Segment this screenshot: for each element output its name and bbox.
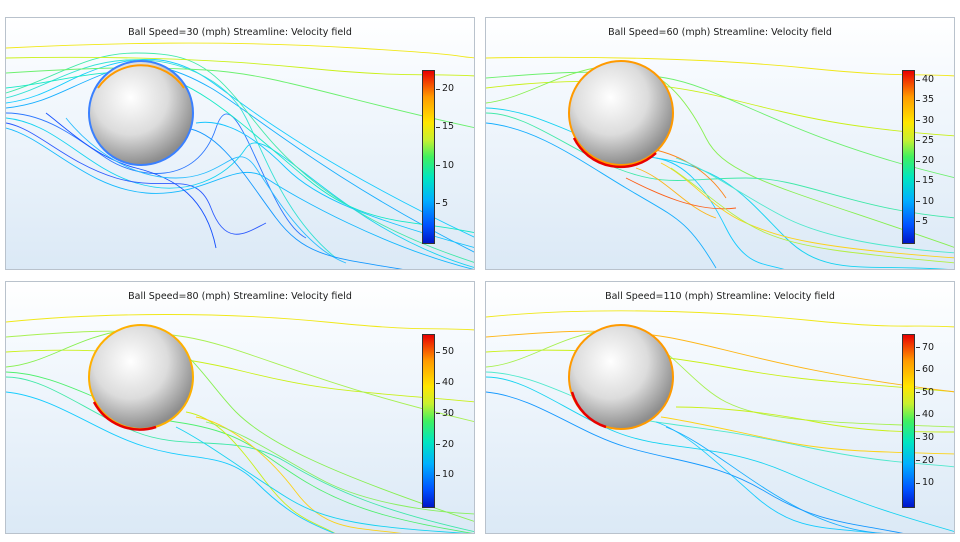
streamline-plot — [6, 314, 474, 533]
streamline-plot — [486, 56, 954, 269]
panel-title: Ball Speed=110 (mph) Streamline: Velocit… — [605, 291, 835, 302]
colorbar-tick-label: 70 — [915, 341, 935, 353]
colorbar-tick-label: 30 — [435, 407, 455, 419]
colorbar-tick-label: 50 — [435, 346, 455, 358]
plot-panel-30mph: Ball Speed=30 (mph) Streamline: Velocity… — [5, 17, 475, 270]
panel-title: Ball Speed=30 (mph) Streamline: Velocity… — [128, 27, 352, 38]
colorbar-tick-label: 10 — [435, 469, 455, 481]
colorbar-tick-label: 15 — [435, 121, 455, 133]
plot-panel-80mph: Ball Speed=80 (mph) Streamline: Velocity… — [5, 281, 475, 534]
colorbar-tick-label: 15 — [915, 175, 935, 187]
colorbar-tick-label: 30 — [915, 432, 935, 444]
colorbar-tick-label: 60 — [915, 364, 935, 376]
golf-ball — [568, 60, 674, 166]
golf-ball — [88, 60, 194, 166]
colorbar-tick-label: 5 — [915, 215, 929, 227]
colorbar-tick-label: 20 — [435, 83, 455, 95]
colorbar — [902, 70, 915, 244]
streamline-plot — [6, 42, 474, 269]
colorbar — [422, 334, 435, 508]
colorbar-tick-label: 40 — [915, 74, 935, 86]
streamline-plot — [486, 310, 954, 533]
colorbar-tick-label: 25 — [915, 134, 935, 146]
golf-ball — [568, 324, 674, 430]
colorbar-tick-label: 20 — [435, 438, 455, 450]
plot-panel-60mph: Ball Speed=60 (mph) Streamline: Velocity… — [485, 17, 955, 270]
colorbar-tick-label: 40 — [435, 377, 455, 389]
colorbar-tick-label: 40 — [915, 409, 935, 421]
colorbar — [902, 334, 915, 508]
colorbar-tick-label: 10 — [435, 159, 455, 171]
colorbar-tick-label: 20 — [915, 155, 935, 167]
colorbar — [422, 70, 435, 244]
colorbar-tick-label: 5 — [435, 197, 449, 209]
colorbar-tick-label: 10 — [915, 195, 935, 207]
colorbar-tick-label: 10 — [915, 477, 935, 489]
colorbar-tick-label: 30 — [915, 114, 935, 126]
panel-title: Ball Speed=80 (mph) Streamline: Velocity… — [128, 291, 352, 302]
plot-panel-110mph: Ball Speed=110 (mph) Streamline: Velocit… — [485, 281, 955, 534]
golf-ball — [88, 324, 194, 430]
panel-title: Ball Speed=60 (mph) Streamline: Velocity… — [608, 27, 832, 38]
colorbar-tick-label: 20 — [915, 454, 935, 466]
colorbar-tick-label: 50 — [915, 386, 935, 398]
colorbar-tick-label: 35 — [915, 94, 935, 106]
